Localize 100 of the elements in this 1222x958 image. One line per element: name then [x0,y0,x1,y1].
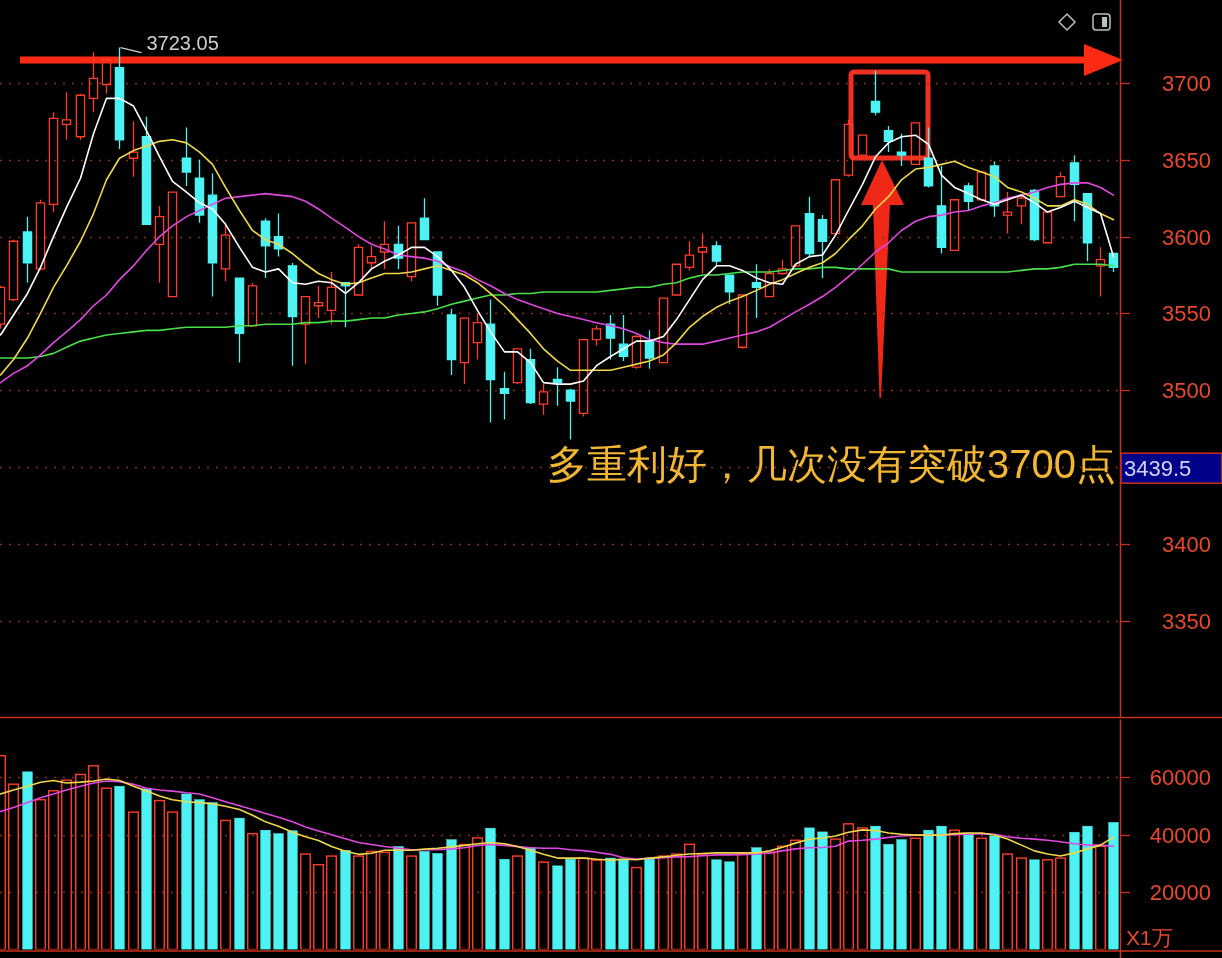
candlestick [764,268,775,298]
bar [300,853,311,950]
bar [273,833,284,950]
candlestick [777,259,788,276]
bar [631,866,642,950]
bar [804,827,815,950]
bar [326,855,337,950]
candlestick [671,263,682,296]
candlestick [923,126,934,189]
bar [287,830,298,950]
bar [751,847,762,950]
candlestick [684,240,695,272]
candlestick [578,338,589,418]
candlestick [724,274,735,305]
candlestick [817,214,828,279]
bar [777,845,788,950]
candlestick [300,295,311,365]
candlestick [790,225,801,268]
y-tick-label: 3600 [1162,225,1211,250]
bar [260,829,271,950]
bar [578,857,589,950]
bar [1042,859,1053,950]
y-tick-label: 20000 [1149,880,1211,905]
bar [697,854,708,950]
bar [896,839,907,950]
candlestick [101,56,112,95]
candlestick [485,298,496,424]
bar [843,823,854,950]
bar [313,863,324,950]
candlestick [804,196,815,258]
bar [141,788,152,950]
candlestick [1042,211,1053,244]
candlestick [75,93,86,141]
candlestick [896,133,907,167]
bar [459,843,470,950]
text: 3439.5 [1124,455,1192,481]
candlestick [61,91,72,141]
candlestick [88,51,99,113]
bar [1082,825,1093,950]
bar [605,857,616,950]
bar [485,827,496,950]
bar [379,851,390,950]
bar [48,790,59,950]
bar [565,858,576,950]
bar [1069,831,1080,950]
candlestick [591,325,602,347]
candlestick [976,171,987,201]
bar [128,811,139,950]
bar [366,850,377,950]
candlestick [459,317,470,385]
bar [936,825,947,950]
candlestick [114,46,125,150]
bar [88,765,99,950]
bar [114,785,125,950]
bar [910,837,921,950]
y-tick-label: 3500 [1162,378,1211,403]
bar [512,855,523,950]
candlestick [843,119,854,178]
bar [711,859,722,950]
bar [724,861,735,950]
candlestick [35,199,46,272]
candlestick [552,366,563,407]
candlestick [870,70,881,116]
bar [817,831,828,950]
candlestick [419,197,430,241]
bar [35,799,46,950]
candlestick [605,314,616,361]
bar [1095,845,1106,950]
candlestick [181,126,192,187]
bar [525,847,536,950]
bar [75,773,86,950]
bar [684,843,695,950]
candlestick [379,220,390,270]
candlestick [644,329,655,370]
bar [1055,857,1066,950]
bar [432,853,443,950]
candlestick [234,277,245,364]
candlestick [830,179,841,236]
bar [857,827,868,950]
candlestick [499,371,510,421]
bar [949,829,960,950]
bar [538,861,549,950]
candlestick [8,239,19,302]
bar [963,832,974,950]
bar [353,855,364,950]
bar [976,837,987,950]
candlestick [936,165,947,255]
candlestick [711,240,722,267]
candlestick [658,297,669,364]
y-tick-label: 60000 [1149,765,1211,790]
candlestick [247,282,258,327]
bar [499,858,510,950]
bar [1002,853,1013,950]
candlestick [167,191,178,298]
candlestick [525,348,536,405]
bar [207,802,218,950]
bar [101,787,112,950]
candlestick [353,243,364,296]
bar [552,865,563,950]
candlestick [512,348,523,385]
